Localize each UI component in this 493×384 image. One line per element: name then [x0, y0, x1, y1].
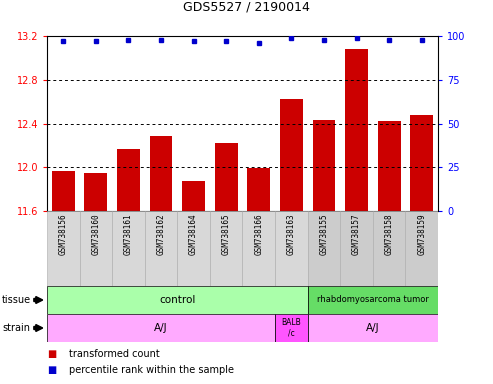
Bar: [308, 314, 438, 342]
Bar: [340, 211, 373, 286]
Bar: [47, 286, 308, 314]
Text: GSM738156: GSM738156: [59, 213, 68, 255]
Text: GSM738166: GSM738166: [254, 213, 263, 255]
Text: GSM738159: GSM738159: [417, 213, 426, 255]
Bar: [345, 49, 368, 211]
Text: GDS5527 / 2190014: GDS5527 / 2190014: [183, 0, 310, 13]
Bar: [79, 211, 112, 286]
Text: GSM738160: GSM738160: [91, 213, 101, 255]
Text: tissue: tissue: [2, 295, 31, 305]
Bar: [47, 211, 79, 286]
Bar: [308, 286, 438, 314]
Bar: [112, 211, 145, 286]
Bar: [405, 211, 438, 286]
Text: A/J: A/J: [366, 323, 380, 333]
Bar: [280, 99, 303, 211]
Bar: [117, 149, 140, 211]
Text: BALB
/c: BALB /c: [282, 318, 301, 338]
Text: ■: ■: [47, 365, 56, 375]
Bar: [84, 173, 107, 211]
Bar: [177, 211, 210, 286]
Bar: [275, 211, 308, 286]
Bar: [247, 168, 270, 211]
Text: rhabdomyosarcoma tumor: rhabdomyosarcoma tumor: [317, 296, 429, 305]
Text: GSM738165: GSM738165: [222, 213, 231, 255]
Text: GSM738163: GSM738163: [287, 213, 296, 255]
Bar: [313, 120, 335, 211]
Bar: [210, 211, 243, 286]
Text: ■: ■: [47, 349, 56, 359]
Text: GSM738157: GSM738157: [352, 213, 361, 255]
Text: A/J: A/J: [154, 323, 168, 333]
Text: transformed count: transformed count: [69, 349, 160, 359]
Text: GSM738162: GSM738162: [157, 213, 166, 255]
Bar: [243, 211, 275, 286]
Text: strain: strain: [2, 323, 31, 333]
Bar: [52, 170, 75, 211]
Bar: [215, 143, 238, 211]
Bar: [308, 211, 340, 286]
Bar: [47, 314, 275, 342]
Text: GSM738155: GSM738155: [319, 213, 328, 255]
Bar: [182, 182, 205, 211]
Bar: [150, 136, 173, 211]
Bar: [410, 115, 433, 211]
Text: GSM738158: GSM738158: [385, 213, 393, 255]
Bar: [373, 211, 405, 286]
Text: GSM738161: GSM738161: [124, 213, 133, 255]
Text: GSM738164: GSM738164: [189, 213, 198, 255]
Text: percentile rank within the sample: percentile rank within the sample: [69, 365, 234, 375]
Bar: [145, 211, 177, 286]
Bar: [275, 314, 308, 342]
Text: control: control: [159, 295, 196, 305]
Bar: [378, 121, 400, 211]
